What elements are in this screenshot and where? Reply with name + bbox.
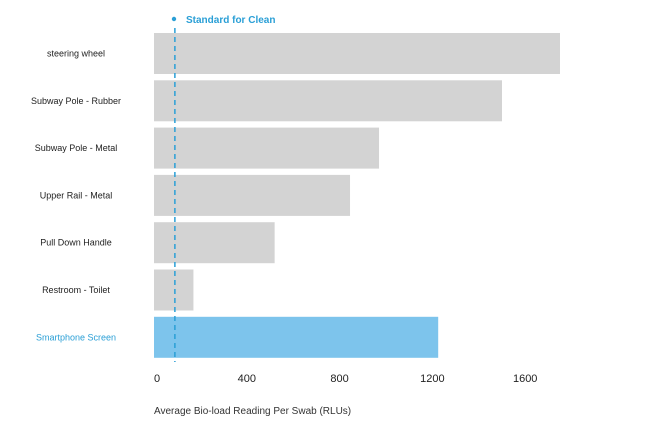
x-tick-label-4: 1600 bbox=[513, 373, 537, 385]
category-label-3: Upper Rail - Metal bbox=[40, 190, 113, 200]
bar-6 bbox=[154, 316, 439, 358]
category-label-6: Smartphone Screen bbox=[36, 332, 116, 342]
reference-label: Standard for Clean bbox=[186, 15, 275, 26]
reference-marker-icon bbox=[171, 16, 177, 22]
bar-0 bbox=[154, 33, 560, 74]
category-label-5: Restroom - Toilet bbox=[42, 285, 110, 295]
category-label-2: Subway Pole - Metal bbox=[35, 143, 118, 153]
x-tick-label-3: 1200 bbox=[420, 373, 444, 385]
bar-5 bbox=[154, 269, 194, 311]
category-label-0: steering wheel bbox=[47, 49, 105, 59]
category-labels-group: steering wheel Subway Pole - Rubber Subway… bbox=[31, 49, 121, 343]
x-tick-label-2: 800 bbox=[330, 373, 348, 385]
x-tick-label-0: 0 bbox=[154, 373, 160, 385]
bar-3 bbox=[154, 174, 351, 216]
bar-2 bbox=[154, 127, 380, 169]
reference-group: Standard for Clean bbox=[171, 15, 275, 362]
bar-4 bbox=[154, 222, 275, 264]
category-label-1: Subway Pole - Rubber bbox=[31, 96, 121, 106]
category-label-4: Pull Down Handle bbox=[40, 238, 112, 248]
bars-group bbox=[154, 33, 560, 358]
bar-1 bbox=[154, 80, 502, 122]
x-tick-labels-group: 0 400 800 1200 1600 bbox=[154, 373, 538, 385]
x-tick-label-1: 400 bbox=[238, 373, 256, 385]
x-axis-title: Average Bio-load Reading Per Swab (RLUs) bbox=[154, 406, 351, 417]
